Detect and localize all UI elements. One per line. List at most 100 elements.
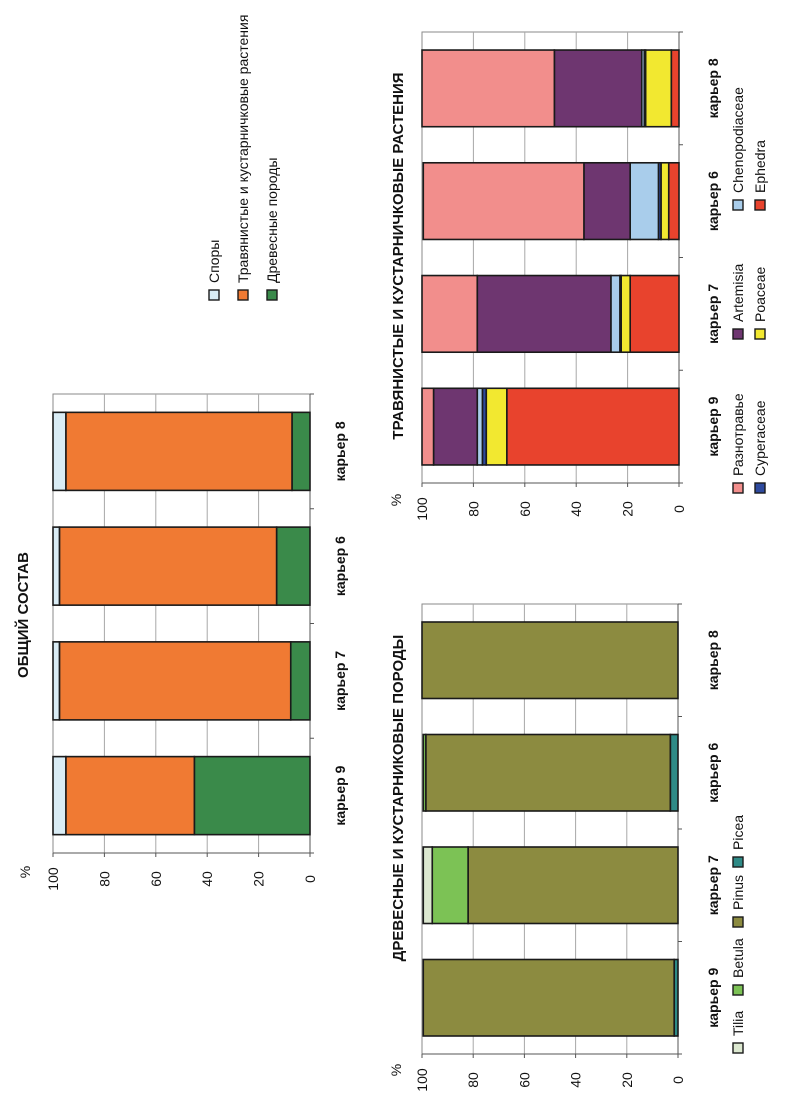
legend-label: Artemisia	[730, 263, 746, 322]
bar-segment-ephedra	[667, 161, 680, 241]
bar-segment-разнотравье	[422, 161, 585, 241]
legend-swatch	[732, 916, 744, 928]
legend-swatch	[754, 482, 766, 494]
value-tick-label: 0	[671, 505, 687, 513]
value-tick-label: 60	[517, 501, 533, 517]
bar-segment-споры	[52, 755, 67, 836]
value-tick-label: 80	[96, 871, 112, 887]
value-tick-label: 20	[251, 871, 267, 887]
value-tick-label: 60	[148, 871, 164, 887]
bar-segment-ephedra	[506, 387, 680, 466]
legend-label: Picea	[730, 815, 746, 850]
value-tick-label: 40	[568, 1072, 584, 1088]
category-label: карьер 8	[332, 421, 348, 481]
bar-segment-chenopodiaceae	[629, 161, 660, 241]
bar-segment-artemisia	[432, 387, 479, 466]
legend-label: Poaceae	[752, 267, 768, 322]
bar-segment-poaceae	[660, 161, 670, 241]
legend-swatch	[754, 328, 766, 340]
bar-segment-poaceae	[620, 274, 631, 354]
chart-herbaceous-plants: 0 20 40 60 80 100% ТРАВЯНИСТЫЕ И КУСТАРНИЧКОВЫ…	[388, 31, 768, 521]
value-tick-label: 20	[619, 1072, 635, 1088]
value-tick-label: 20	[620, 501, 636, 517]
bar-segment-artemisia	[583, 161, 631, 241]
bar-segment-споры	[52, 526, 61, 606]
bar-segment-травянистые-и-кустарничковые-растения	[65, 411, 293, 492]
value-axis-unit-label: %	[388, 494, 404, 506]
legend-label: Pinus	[730, 875, 746, 910]
bar-segment-разнотравье	[421, 49, 556, 128]
value-tick-label: 40	[199, 871, 215, 887]
value-tick-label: 40	[568, 501, 584, 517]
value-axis-unit-label: %	[17, 866, 33, 878]
legend-label: Cyperaceae	[752, 400, 768, 476]
category-label: карьер 6	[332, 536, 348, 596]
bar-segment-древесные-породы	[291, 411, 311, 492]
chart-title: ТРАВЯНИСТЫЕ И КУСТАРНИЧКОВЫЕ РАСТЕНИЯ	[390, 72, 407, 439]
legend-swatch	[732, 482, 744, 494]
category-label: карьер 7	[705, 855, 721, 915]
bar-segment-разнотравье	[421, 387, 435, 466]
legend-label: Chenopodiaceae	[730, 87, 746, 193]
category-label: карьер 9	[705, 396, 721, 456]
value-tick-label: 100	[414, 1068, 430, 1092]
legend-swatch	[266, 289, 278, 301]
legend-swatch	[208, 289, 220, 301]
bar-segment-picea	[669, 733, 679, 812]
legend-swatch	[754, 199, 766, 211]
legend-swatch	[237, 289, 249, 301]
bar-segment-травянистые-и-кустарничковые-растения	[65, 755, 196, 836]
bar-segment-разнотравье	[421, 274, 479, 354]
legend-label: Tilia	[730, 1011, 746, 1036]
bar-segment-травянистые-и-кустарничковые-растения	[58, 526, 278, 606]
bar-segment-травянистые-и-кустарничковые-растения	[58, 641, 292, 721]
value-tick-label: 0	[302, 875, 318, 883]
category-label: карьер 7	[705, 284, 721, 344]
category-label: карьер 8	[705, 630, 721, 690]
bar-segment-древесные-породы	[193, 755, 311, 836]
value-tick-label: 80	[465, 501, 481, 517]
legend-label: Древесные породы	[264, 158, 280, 283]
bar-segment-pinus	[425, 733, 672, 812]
legend-swatch	[732, 856, 744, 868]
legend-swatch	[732, 328, 744, 340]
bar-segment-poaceae	[644, 49, 673, 128]
bar-segment-ephedra	[629, 274, 680, 354]
chart-title: ОБЩИЙ СОСТАВ	[14, 552, 32, 678]
legend-label: Ephedra	[752, 140, 768, 193]
legend-swatch	[732, 984, 744, 996]
bar-segment-споры	[52, 411, 67, 492]
value-tick-label: 100	[414, 497, 430, 521]
legend-label: Травянистые и кустарничковые растения	[235, 15, 251, 283]
chart-general-composition: 0 20 40 60 80 100% ОБЩИЙ СОСТАВ карьер 9 карьер …	[14, 15, 348, 891]
category-label: карьер 7	[332, 651, 348, 711]
category-label: карьер 9	[332, 765, 348, 825]
value-tick-label: 0	[670, 1076, 686, 1084]
bar-segment-betula	[422, 733, 427, 812]
bar-segment-споры	[52, 641, 61, 721]
bar-segment-pinus	[422, 958, 675, 1037]
bar-segment-ephedra	[670, 49, 680, 128]
legend-swatch	[732, 199, 744, 211]
bar-segment-artemisia	[476, 274, 612, 354]
category-label: карьер 8	[705, 58, 721, 118]
legend-label: Разнотравье	[730, 393, 746, 476]
value-tick-label: 100	[45, 867, 61, 891]
value-axis-unit-label: %	[388, 1064, 404, 1076]
legend-label: Споры	[206, 240, 222, 283]
legend-label: Betula	[730, 938, 746, 978]
category-label: карьер 6	[705, 743, 721, 803]
bar-segment-tilia	[422, 846, 434, 925]
category-label: карьер 6	[705, 171, 721, 231]
bar-segment-древесные-породы	[275, 526, 311, 606]
bar-segment-pinus	[467, 846, 679, 925]
value-tick-label: 80	[465, 1072, 481, 1088]
bar-segment-древесные-породы	[289, 641, 311, 721]
legend-swatch	[732, 1042, 744, 1054]
chart-title: ДРЕВЕСНЫЕ И КУСТАРНИКОВЫЕ ПОРОДЫ	[390, 635, 407, 962]
bar-segment-betula	[431, 846, 469, 925]
bar-segment-poaceae	[485, 387, 508, 466]
value-tick-label: 60	[516, 1072, 532, 1088]
category-label: карьер 9	[705, 968, 721, 1028]
